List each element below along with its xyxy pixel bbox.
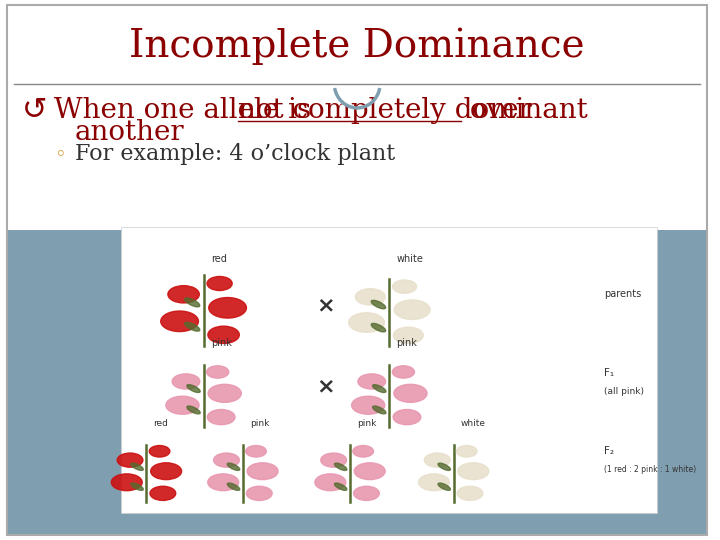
Ellipse shape — [184, 322, 199, 331]
FancyBboxPatch shape — [7, 5, 707, 230]
Ellipse shape — [131, 483, 143, 490]
Ellipse shape — [351, 396, 384, 414]
Ellipse shape — [209, 298, 246, 318]
Ellipse shape — [372, 406, 386, 414]
Ellipse shape — [208, 326, 239, 343]
Ellipse shape — [150, 486, 176, 501]
Ellipse shape — [438, 483, 451, 490]
Ellipse shape — [392, 366, 415, 378]
Ellipse shape — [395, 300, 430, 320]
Text: not completely dominant: not completely dominant — [238, 97, 588, 124]
Text: another: another — [75, 119, 184, 146]
Ellipse shape — [131, 463, 143, 470]
Ellipse shape — [184, 298, 199, 307]
Ellipse shape — [458, 463, 489, 480]
Ellipse shape — [228, 483, 240, 490]
Text: For example: 4 o’clock plant: For example: 4 o’clock plant — [75, 144, 395, 165]
Text: pink: pink — [211, 338, 232, 348]
Ellipse shape — [214, 453, 239, 467]
Text: (1 red : 2 pink : 1 white): (1 red : 2 pink : 1 white) — [603, 465, 696, 474]
Ellipse shape — [246, 486, 272, 501]
Text: Incomplete Dominance: Incomplete Dominance — [130, 27, 585, 65]
Ellipse shape — [334, 463, 347, 470]
Ellipse shape — [393, 327, 423, 343]
Ellipse shape — [117, 453, 143, 467]
Ellipse shape — [207, 409, 235, 424]
Ellipse shape — [246, 446, 266, 457]
Text: pink: pink — [357, 420, 377, 428]
Ellipse shape — [172, 374, 200, 389]
Ellipse shape — [392, 280, 416, 293]
Text: ↺: ↺ — [22, 96, 47, 125]
Ellipse shape — [418, 474, 449, 491]
Text: pink: pink — [397, 338, 418, 348]
Text: over: over — [461, 97, 531, 124]
Ellipse shape — [161, 311, 199, 332]
Ellipse shape — [424, 453, 450, 467]
Ellipse shape — [112, 474, 143, 491]
Ellipse shape — [168, 286, 199, 303]
Ellipse shape — [334, 483, 347, 490]
Text: red: red — [211, 254, 227, 264]
Ellipse shape — [207, 366, 229, 378]
Ellipse shape — [315, 474, 346, 491]
Ellipse shape — [187, 406, 200, 414]
FancyBboxPatch shape — [122, 227, 657, 513]
Ellipse shape — [208, 474, 238, 491]
Ellipse shape — [372, 300, 386, 309]
Ellipse shape — [356, 289, 385, 305]
FancyBboxPatch shape — [7, 224, 707, 535]
Ellipse shape — [457, 486, 483, 501]
Text: white: white — [397, 254, 423, 264]
Text: F₁: F₁ — [603, 368, 613, 377]
Text: parents: parents — [603, 289, 641, 299]
Ellipse shape — [358, 374, 385, 389]
Ellipse shape — [353, 446, 374, 457]
Ellipse shape — [354, 486, 379, 501]
Ellipse shape — [393, 409, 420, 424]
Ellipse shape — [456, 446, 477, 457]
Ellipse shape — [394, 384, 427, 402]
Ellipse shape — [438, 463, 451, 470]
Text: ×: × — [316, 376, 334, 396]
Ellipse shape — [372, 384, 386, 393]
Ellipse shape — [187, 384, 200, 393]
Ellipse shape — [354, 463, 385, 480]
Ellipse shape — [150, 463, 181, 480]
Ellipse shape — [348, 313, 384, 332]
Text: When one allele is: When one allele is — [53, 97, 320, 124]
Ellipse shape — [166, 396, 199, 414]
Ellipse shape — [228, 463, 240, 470]
Text: ◦: ◦ — [53, 145, 65, 164]
Ellipse shape — [207, 276, 232, 291]
Text: (all pink): (all pink) — [603, 387, 644, 396]
Ellipse shape — [320, 453, 346, 467]
Ellipse shape — [149, 446, 170, 457]
Ellipse shape — [208, 384, 241, 402]
Text: pink: pink — [250, 420, 269, 428]
Ellipse shape — [372, 323, 386, 332]
Text: white: white — [461, 420, 486, 428]
Text: red: red — [153, 420, 168, 428]
Text: F₂: F₂ — [603, 446, 613, 456]
Ellipse shape — [247, 463, 278, 480]
Text: ×: × — [316, 295, 334, 315]
